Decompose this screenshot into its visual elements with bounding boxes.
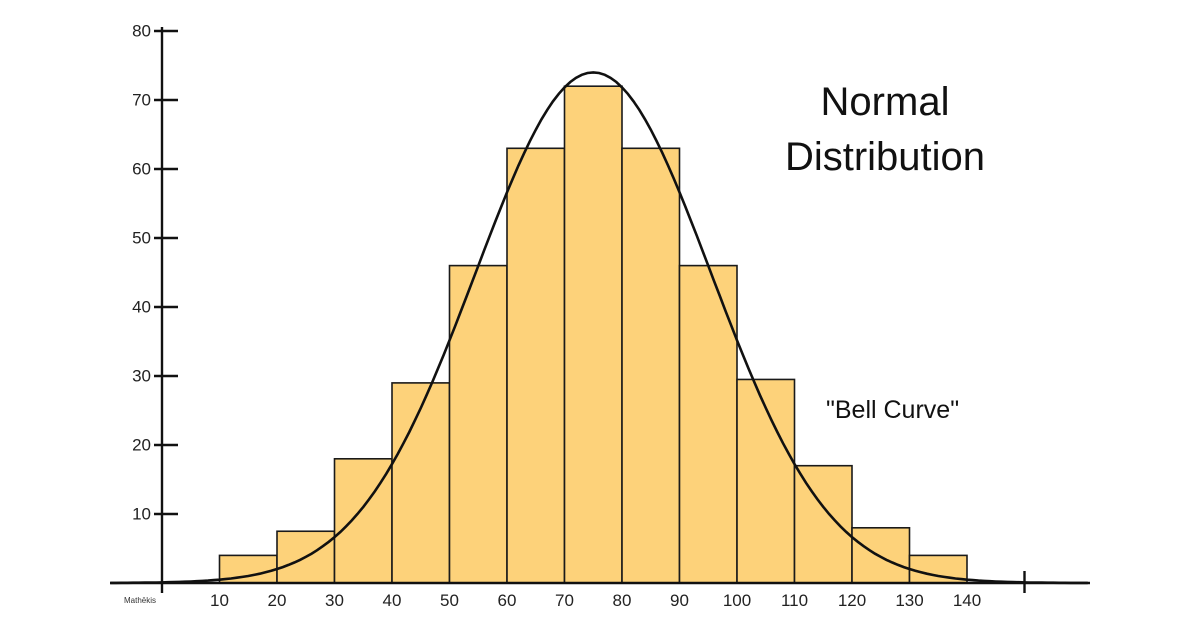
y-tick-label-50: 50: [132, 228, 151, 247]
x-tick-label-130: 130: [895, 591, 923, 610]
bell-curve-layer: [110, 71, 1088, 585]
histogram-bar-4: [391, 382, 451, 584]
y-tick-label-60: 60: [132, 159, 151, 178]
histogram-bar-5: [448, 264, 508, 584]
y-tick-label-80: 80: [132, 21, 151, 40]
x-tick-label-80: 80: [613, 591, 632, 610]
x-tick-label-50: 50: [440, 591, 459, 610]
x-tick-label-70: 70: [555, 591, 574, 610]
bell-curve-line: [110, 71, 1088, 585]
chart-title-line-2: Distribution: [785, 135, 985, 179]
histogram-bar-11: [793, 464, 853, 584]
bell-curve-annotation: "Bell Curve": [826, 396, 959, 424]
y-tick-label-30: 30: [132, 366, 151, 385]
histogram-bar-8: [621, 147, 681, 584]
x-tick-label-40: 40: [383, 591, 402, 610]
y-tick-label-10: 10: [132, 504, 151, 523]
x-tick-label-30: 30: [325, 591, 344, 610]
x-tick-label-140: 140: [953, 591, 981, 610]
tick-labels: 10 20 30 40 50 60 70 80 10 20 30 40 50 60 70 80 90 100 110…: [132, 21, 981, 610]
histogram-bar-6: [506, 147, 566, 584]
x-tick-label-20: 20: [268, 591, 287, 610]
axes: [110, 27, 1090, 593]
histogram-bar-7: [563, 85, 623, 584]
x-tick-label-110: 110: [781, 591, 808, 610]
x-tick-label-10: 10: [210, 591, 229, 610]
y-tick-label-20: 20: [132, 435, 151, 454]
chart-title-line-1: Normal: [821, 80, 950, 124]
x-tick-label-100: 100: [723, 591, 751, 610]
x-axis-first-label: Mathēkis: [124, 596, 156, 605]
x-tick-label-90: 90: [670, 591, 689, 610]
histogram-bar-9: [678, 264, 738, 584]
histogram-bar-10: [736, 378, 796, 584]
y-tick-label-40: 40: [132, 297, 151, 316]
x-tick-label-120: 120: [838, 591, 866, 610]
y-tick-label-70: 70: [132, 90, 151, 109]
x-tick-label-60: 60: [498, 591, 517, 610]
